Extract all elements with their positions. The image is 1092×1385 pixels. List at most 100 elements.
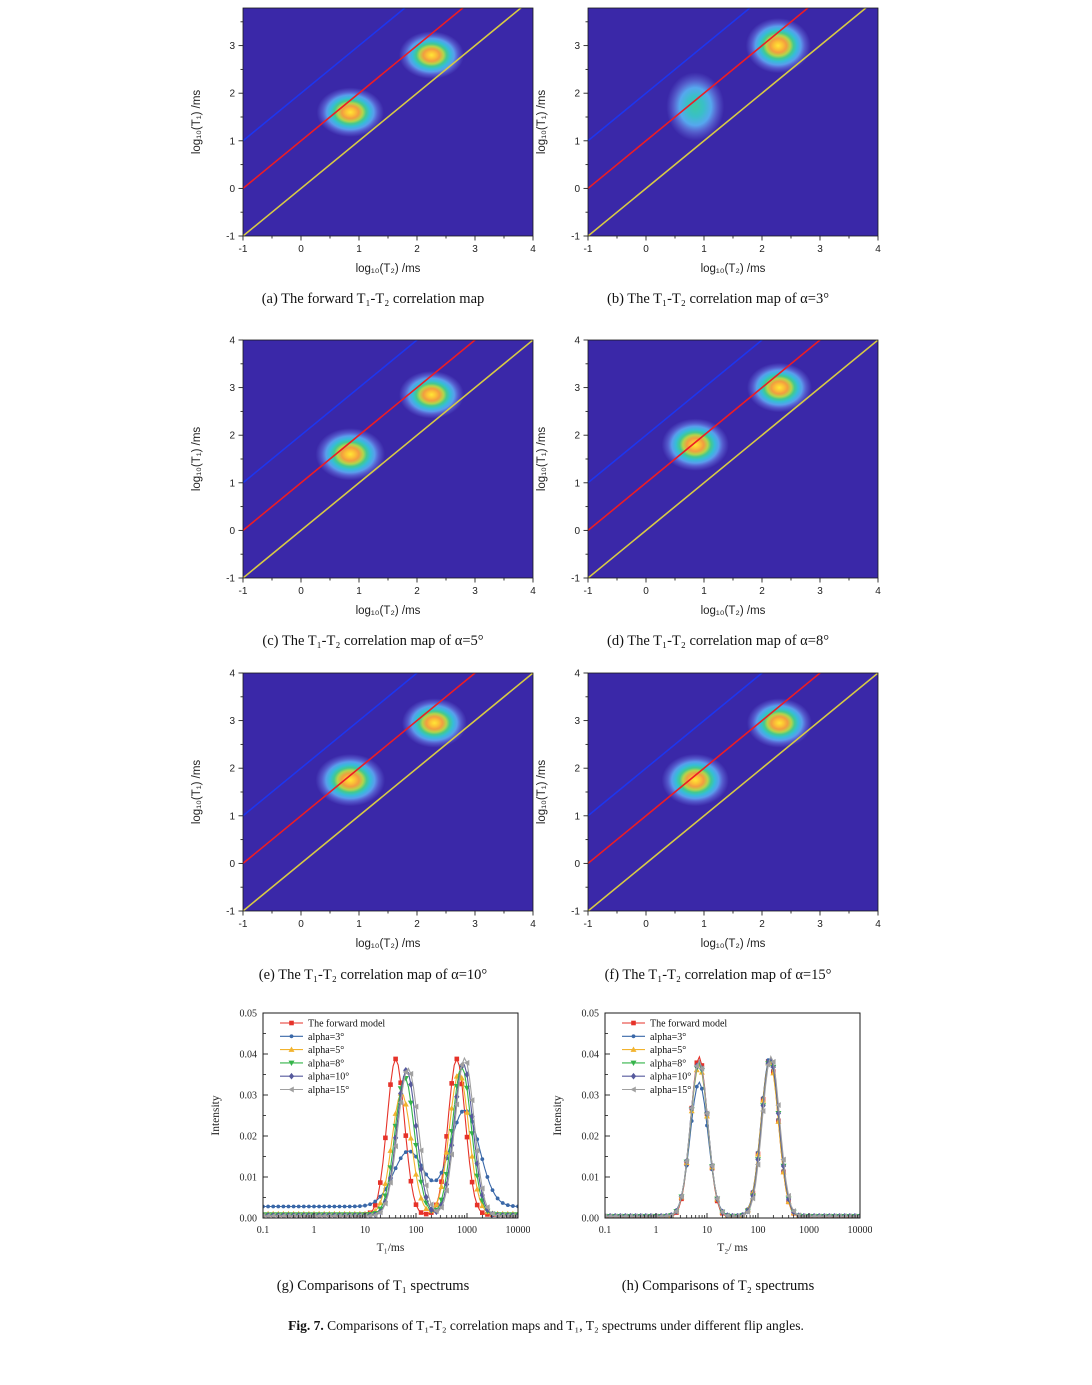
svg-text:3: 3 bbox=[472, 919, 478, 930]
svg-text:alpha=10°: alpha=10° bbox=[650, 1072, 691, 1083]
svg-text:3: 3 bbox=[229, 41, 235, 52]
svg-text:-1: -1 bbox=[239, 919, 248, 930]
svg-text:0.00: 0.00 bbox=[240, 1214, 258, 1225]
svg-text:0.03: 0.03 bbox=[582, 1091, 600, 1102]
svg-text:10: 10 bbox=[360, 1225, 370, 1236]
svg-text:100: 100 bbox=[409, 1225, 424, 1236]
svg-text:4: 4 bbox=[530, 244, 536, 255]
subcaption-h: (h) Comparisons of T₂ spectrums bbox=[621, 1278, 815, 1294]
svg-text:0: 0 bbox=[643, 244, 649, 255]
svg-text:3: 3 bbox=[817, 919, 823, 930]
svg-text:10000: 10000 bbox=[506, 1225, 531, 1236]
svg-text:0.1: 0.1 bbox=[257, 1225, 270, 1236]
svg-text:0.03: 0.03 bbox=[240, 1091, 258, 1102]
svg-text:-1: -1 bbox=[571, 907, 580, 918]
svg-text:3: 3 bbox=[817, 244, 823, 255]
svg-text:T₁/ms: T₁/ms bbox=[377, 1242, 405, 1254]
svg-text:0.00: 0.00 bbox=[582, 1214, 600, 1225]
svg-text:3: 3 bbox=[229, 383, 235, 394]
svg-text:1: 1 bbox=[701, 586, 707, 597]
svg-text:log₁₀(T₁) /ms: log₁₀(T₁) /ms bbox=[536, 90, 548, 155]
svg-text:0: 0 bbox=[229, 184, 235, 195]
svg-text:3: 3 bbox=[472, 586, 478, 597]
svg-text:1: 1 bbox=[356, 919, 362, 930]
svg-text:1: 1 bbox=[574, 478, 580, 489]
svg-text:1: 1 bbox=[701, 244, 707, 255]
map-d-svg: -1 0 1 2 3 4 -1 0 1 2 3 4 log₁₀(T₂) /ms log₁₀(T₁) /ms bbox=[536, 336, 881, 618]
svg-text:-1: -1 bbox=[226, 907, 235, 918]
correlation-map-f: -1 0 1 2 3 4 -1 0 1 2 3 4 log₁₀(T₂) /ms log₁₀(T₁) /ms bbox=[531, 665, 887, 968]
map-c-svg: -1 0 1 2 3 4 -1 0 1 2 3 4 log₁₀(T₂) /ms log₁₀(T₁) /ms bbox=[191, 336, 536, 618]
svg-text:3: 3 bbox=[574, 383, 580, 394]
svg-text:0: 0 bbox=[574, 859, 580, 870]
correlation-map-c: -1 0 1 2 3 4 -1 0 1 2 3 4 log₁₀(T₂) /ms log₁₀(T₁) /ms bbox=[186, 332, 542, 635]
svg-text:0.02: 0.02 bbox=[240, 1132, 258, 1143]
svg-text:log₁₀(T₁) /ms: log₁₀(T₁) /ms bbox=[536, 760, 548, 825]
subcaption-c: (c) The T₁-T₂ correlation map of α=5° bbox=[262, 633, 484, 649]
svg-text:-1: -1 bbox=[226, 574, 235, 585]
svg-text:0.04: 0.04 bbox=[582, 1050, 600, 1061]
svg-text:0.01: 0.01 bbox=[582, 1173, 600, 1184]
svg-text:3: 3 bbox=[574, 716, 580, 727]
svg-text:The forward model: The forward model bbox=[650, 1019, 727, 1030]
correlation-map-e: -1 0 1 2 3 4 -1 0 1 2 3 4 log₁₀(T₂) /ms log₁₀(T₁) /ms bbox=[186, 665, 542, 968]
svg-text:log₁₀(T₂) /ms: log₁₀(T₂) /ms bbox=[701, 263, 766, 275]
svg-text:0: 0 bbox=[574, 184, 580, 195]
svg-text:100: 100 bbox=[751, 1225, 766, 1236]
svg-text:0: 0 bbox=[643, 919, 649, 930]
svg-text:2: 2 bbox=[229, 764, 235, 775]
svg-text:log₁₀(T₂) /ms: log₁₀(T₂) /ms bbox=[701, 938, 766, 950]
figure-caption-text: Comparisons of T₁-T₂ correlation maps an… bbox=[323, 1318, 804, 1333]
svg-text:alpha=8°: alpha=8° bbox=[650, 1058, 686, 1069]
svg-text:alpha=10°: alpha=10° bbox=[308, 1072, 349, 1083]
map-e-svg: -1 0 1 2 3 4 -1 0 1 2 3 4 log₁₀(T₂) /ms log₁₀(T₁) /ms bbox=[191, 669, 536, 951]
svg-text:1000: 1000 bbox=[799, 1225, 819, 1236]
map-f-svg: -1 0 1 2 3 4 -1 0 1 2 3 4 log₁₀(T₂) /ms log₁₀(T₁) /ms bbox=[536, 669, 881, 951]
svg-text:The forward model: The forward model bbox=[308, 1019, 385, 1030]
svg-text:log₁₀(T₂) /ms: log₁₀(T₂) /ms bbox=[356, 263, 421, 275]
svg-text:0: 0 bbox=[229, 526, 235, 537]
svg-text:0: 0 bbox=[229, 859, 235, 870]
svg-text:1: 1 bbox=[356, 244, 362, 255]
svg-text:1: 1 bbox=[574, 136, 580, 147]
svg-text:3: 3 bbox=[229, 716, 235, 727]
svg-text:2: 2 bbox=[574, 89, 580, 100]
subcaption-f: (f) The T₁-T₂ correlation map of α=15° bbox=[604, 967, 832, 983]
svg-text:2: 2 bbox=[414, 919, 420, 930]
spectrum-t2-svg: 0.1 1 10 100 1000 10000 0.00 0.01 0.02 0.03 0.04 0.… bbox=[552, 1009, 873, 1255]
svg-text:4: 4 bbox=[875, 244, 881, 255]
svg-text:log₁₀(T₁) /ms: log₁₀(T₁) /ms bbox=[191, 760, 203, 825]
svg-text:1: 1 bbox=[229, 811, 235, 822]
correlation-map-d: -1 0 1 2 3 4 -1 0 1 2 3 4 log₁₀(T₂) /ms log₁₀(T₁) /ms bbox=[531, 332, 887, 635]
t2-spectrum-chart: 0.1 1 10 100 1000 10000 0.00 0.01 0.02 0.03 0.04 0.… bbox=[548, 1002, 873, 1269]
svg-text:2: 2 bbox=[759, 586, 765, 597]
figure-caption-prefix: Fig. 7. bbox=[288, 1318, 324, 1333]
correlation-map-b: -1 0 1 2 3 4 -1 0 1 2 3 log₁₀(T₂) /ms log₁₀(T₁) /ms bbox=[531, 0, 887, 293]
svg-text:2: 2 bbox=[574, 431, 580, 442]
subcaption-d: (d) The T₁-T₂ correlation map of α=8° bbox=[607, 633, 829, 649]
svg-text:-1: -1 bbox=[239, 244, 248, 255]
svg-text:0: 0 bbox=[643, 586, 649, 597]
svg-text:4: 4 bbox=[574, 669, 580, 680]
svg-text:0.02: 0.02 bbox=[582, 1132, 600, 1143]
svg-text:-1: -1 bbox=[226, 232, 235, 243]
spectrum-t1-svg: 0.1 1 10 100 1000 10000 0.00 0.01 0.02 0.03 0.04 0.… bbox=[210, 1009, 531, 1255]
svg-text:0: 0 bbox=[298, 586, 304, 597]
svg-text:4: 4 bbox=[530, 919, 536, 930]
subcaption-e: (e) The T₁-T₂ correlation map of α=10° bbox=[258, 967, 488, 983]
svg-text:log₁₀(T₂) /ms: log₁₀(T₂) /ms bbox=[701, 605, 766, 617]
spectrum-t1-legend: The forward model alpha=3° alpha=5° alpha=8… bbox=[280, 1019, 385, 1096]
svg-text:0.01: 0.01 bbox=[240, 1173, 258, 1184]
svg-text:alpha=3°: alpha=3° bbox=[308, 1032, 344, 1043]
svg-text:2: 2 bbox=[229, 89, 235, 100]
svg-text:2: 2 bbox=[414, 244, 420, 255]
svg-text:4: 4 bbox=[875, 586, 881, 597]
svg-text:1: 1 bbox=[229, 136, 235, 147]
svg-text:3: 3 bbox=[574, 41, 580, 52]
svg-text:4: 4 bbox=[574, 336, 580, 347]
svg-text:T₂/ ms: T₂/ ms bbox=[717, 1242, 748, 1254]
svg-text:4: 4 bbox=[530, 586, 536, 597]
svg-text:1: 1 bbox=[654, 1225, 659, 1236]
svg-text:3: 3 bbox=[817, 586, 823, 597]
